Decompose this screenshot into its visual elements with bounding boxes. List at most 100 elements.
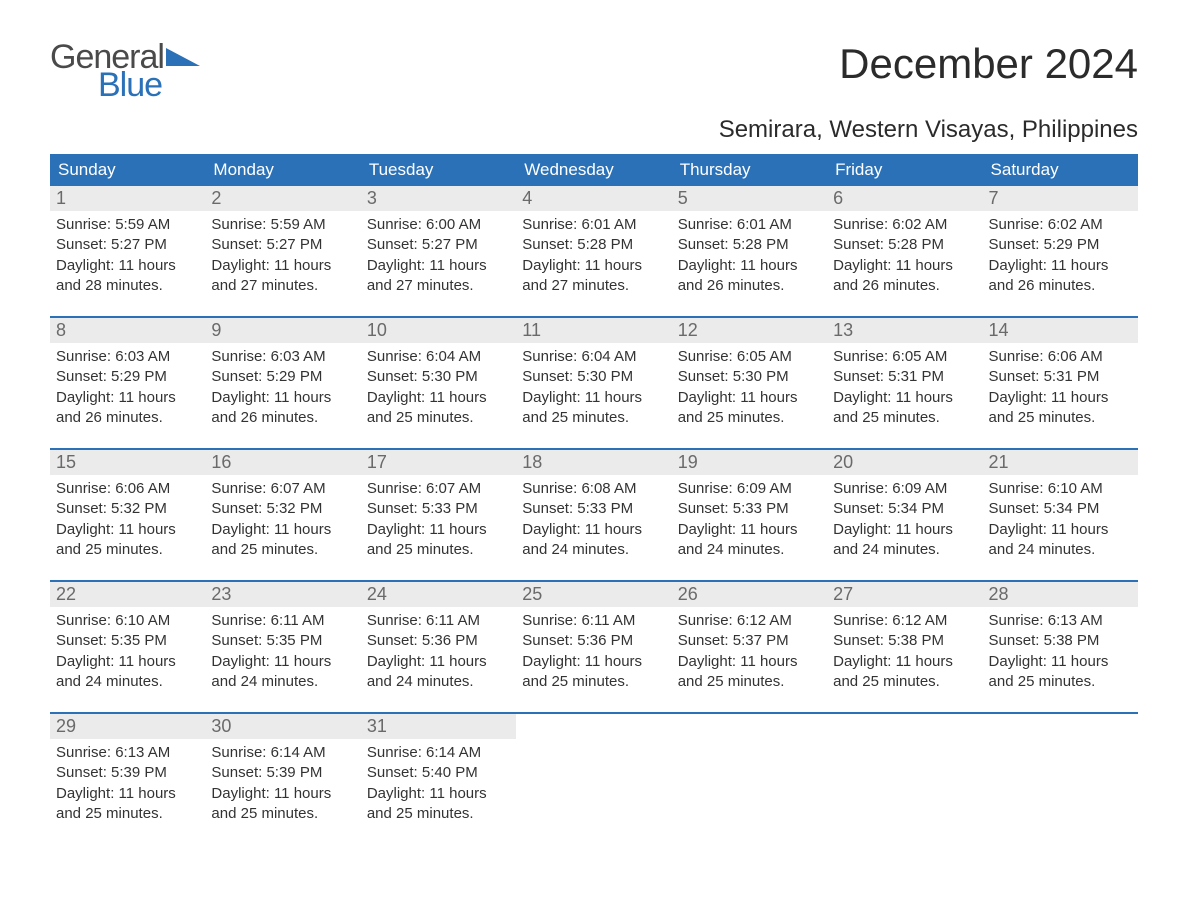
day-line: and 27 minutes. bbox=[522, 276, 665, 296]
day-line: Sunset: 5:35 PM bbox=[211, 631, 354, 651]
calendar-day: 9Sunrise: 6:03 AMSunset: 5:29 PMDaylight… bbox=[205, 318, 360, 438]
calendar: Sunday Monday Tuesday Wednesday Thursday… bbox=[50, 154, 1138, 834]
day-line: Sunrise: 6:04 AM bbox=[367, 347, 510, 367]
day-line: and 25 minutes. bbox=[678, 672, 821, 692]
day-line: Sunrise: 6:01 AM bbox=[678, 215, 821, 235]
day-line: Daylight: 11 hours bbox=[367, 652, 510, 672]
day-line: Daylight: 11 hours bbox=[211, 652, 354, 672]
day-number: 14 bbox=[983, 318, 1138, 343]
calendar-day: 22Sunrise: 6:10 AMSunset: 5:35 PMDayligh… bbox=[50, 582, 205, 702]
day-line: and 26 minutes. bbox=[833, 276, 976, 296]
calendar-day bbox=[827, 714, 982, 834]
day-number: 30 bbox=[205, 714, 360, 739]
day-line: Sunset: 5:33 PM bbox=[522, 499, 665, 519]
day-line: Daylight: 11 hours bbox=[833, 256, 976, 276]
calendar-day: 2Sunrise: 5:59 AMSunset: 5:27 PMDaylight… bbox=[205, 186, 360, 306]
day-number: 3 bbox=[361, 186, 516, 211]
day-line: Sunrise: 6:10 AM bbox=[989, 479, 1132, 499]
day-line: Daylight: 11 hours bbox=[678, 652, 821, 672]
day-number: 28 bbox=[983, 582, 1138, 607]
calendar-day: 11Sunrise: 6:04 AMSunset: 5:30 PMDayligh… bbox=[516, 318, 671, 438]
day-line: Sunrise: 6:13 AM bbox=[56, 743, 199, 763]
day-number: 16 bbox=[205, 450, 360, 475]
calendar-week: 8Sunrise: 6:03 AMSunset: 5:29 PMDaylight… bbox=[50, 316, 1138, 438]
day-line: Sunset: 5:35 PM bbox=[56, 631, 199, 651]
calendar-day: 14Sunrise: 6:06 AMSunset: 5:31 PMDayligh… bbox=[983, 318, 1138, 438]
calendar-day: 26Sunrise: 6:12 AMSunset: 5:37 PMDayligh… bbox=[672, 582, 827, 702]
day-line: Sunset: 5:34 PM bbox=[833, 499, 976, 519]
day-line: and 24 minutes. bbox=[522, 540, 665, 560]
day-line: Sunrise: 6:10 AM bbox=[56, 611, 199, 631]
day-line: Sunset: 5:32 PM bbox=[211, 499, 354, 519]
day-number: 1 bbox=[50, 186, 205, 211]
day-line: Sunrise: 6:09 AM bbox=[678, 479, 821, 499]
calendar-day: 13Sunrise: 6:05 AMSunset: 5:31 PMDayligh… bbox=[827, 318, 982, 438]
day-body: Sunrise: 6:12 AMSunset: 5:38 PMDaylight:… bbox=[827, 607, 982, 696]
day-body: Sunrise: 6:08 AMSunset: 5:33 PMDaylight:… bbox=[516, 475, 671, 564]
day-body: Sunrise: 6:05 AMSunset: 5:30 PMDaylight:… bbox=[672, 343, 827, 432]
day-line: Sunrise: 6:11 AM bbox=[367, 611, 510, 631]
day-line: Sunrise: 6:06 AM bbox=[989, 347, 1132, 367]
calendar-day: 8Sunrise: 6:03 AMSunset: 5:29 PMDaylight… bbox=[50, 318, 205, 438]
day-body: Sunrise: 6:13 AMSunset: 5:38 PMDaylight:… bbox=[983, 607, 1138, 696]
day-line: Sunset: 5:36 PM bbox=[367, 631, 510, 651]
day-number: 7 bbox=[983, 186, 1138, 211]
day-line: Daylight: 11 hours bbox=[367, 520, 510, 540]
day-body: Sunrise: 5:59 AMSunset: 5:27 PMDaylight:… bbox=[50, 211, 205, 300]
calendar-day: 25Sunrise: 6:11 AMSunset: 5:36 PMDayligh… bbox=[516, 582, 671, 702]
calendar-day: 24 Sunrise: 6:11 AMSunset: 5:36 PMDayligh… bbox=[361, 582, 516, 702]
day-header-row: Sunday Monday Tuesday Wednesday Thursday… bbox=[50, 154, 1138, 186]
day-line: Sunrise: 6:03 AM bbox=[56, 347, 199, 367]
day-line: Daylight: 11 hours bbox=[678, 520, 821, 540]
day-line: Daylight: 11 hours bbox=[678, 256, 821, 276]
day-line: Daylight: 11 hours bbox=[522, 652, 665, 672]
day-line: Daylight: 11 hours bbox=[833, 388, 976, 408]
day-line: and 25 minutes. bbox=[678, 408, 821, 428]
day-body: Sunrise: 6:07 AMSunset: 5:33 PMDaylight:… bbox=[361, 475, 516, 564]
day-body: Sunrise: 6:06 AMSunset: 5:31 PMDaylight:… bbox=[983, 343, 1138, 432]
day-line: Sunset: 5:27 PM bbox=[56, 235, 199, 255]
day-line: Sunset: 5:28 PM bbox=[522, 235, 665, 255]
day-line: Sunrise: 6:11 AM bbox=[211, 611, 354, 631]
day-line: Sunset: 5:31 PM bbox=[833, 367, 976, 387]
day-number: 29 bbox=[50, 714, 205, 739]
day-body: Sunrise: 6:11 AMSunset: 5:36 PMDaylight:… bbox=[516, 607, 671, 696]
calendar-week: 29Sunrise: 6:13 AMSunset: 5:39 PMDayligh… bbox=[50, 712, 1138, 834]
day-line: Sunset: 5:36 PM bbox=[522, 631, 665, 651]
day-line: Daylight: 11 hours bbox=[56, 520, 199, 540]
day-number: 24 bbox=[361, 582, 516, 607]
day-line: Sunset: 5:29 PM bbox=[56, 367, 199, 387]
day-line: Daylight: 11 hours bbox=[56, 256, 199, 276]
day-line: Sunrise: 6:00 AM bbox=[367, 215, 510, 235]
day-line: Sunset: 5:28 PM bbox=[678, 235, 821, 255]
day-body: Sunrise: 6:11 AMSunset: 5:35 PMDaylight:… bbox=[205, 607, 360, 696]
day-line: and 25 minutes. bbox=[367, 804, 510, 824]
day-line: and 24 minutes. bbox=[833, 540, 976, 560]
day-header: Monday bbox=[205, 154, 360, 186]
day-header: Saturday bbox=[983, 154, 1138, 186]
day-line: Sunset: 5:29 PM bbox=[211, 367, 354, 387]
calendar-day: 21Sunrise: 6:10 AMSunset: 5:34 PMDayligh… bbox=[983, 450, 1138, 570]
calendar-day: 12Sunrise: 6:05 AMSunset: 5:30 PMDayligh… bbox=[672, 318, 827, 438]
day-line: Daylight: 11 hours bbox=[367, 256, 510, 276]
day-header: Wednesday bbox=[516, 154, 671, 186]
day-line: Sunrise: 6:05 AM bbox=[678, 347, 821, 367]
calendar-day: 31Sunrise: 6:14 AMSunset: 5:40 PMDayligh… bbox=[361, 714, 516, 834]
day-line: and 25 minutes. bbox=[833, 408, 976, 428]
calendar-day: 6Sunrise: 6:02 AMSunset: 5:28 PMDaylight… bbox=[827, 186, 982, 306]
day-number: 27 bbox=[827, 582, 982, 607]
day-line: and 24 minutes. bbox=[678, 540, 821, 560]
day-line: Sunset: 5:34 PM bbox=[989, 499, 1132, 519]
day-line: Sunset: 5:33 PM bbox=[367, 499, 510, 519]
calendar-day: 5Sunrise: 6:01 AMSunset: 5:28 PMDaylight… bbox=[672, 186, 827, 306]
day-line: Daylight: 11 hours bbox=[211, 784, 354, 804]
day-line: and 24 minutes. bbox=[56, 672, 199, 692]
day-line: and 25 minutes. bbox=[211, 540, 354, 560]
day-line: Sunrise: 6:14 AM bbox=[367, 743, 510, 763]
day-body: Sunrise: 6:10 AMSunset: 5:35 PMDaylight:… bbox=[50, 607, 205, 696]
day-line: and 25 minutes. bbox=[367, 540, 510, 560]
day-body: Sunrise: 6:09 AMSunset: 5:34 PMDaylight:… bbox=[827, 475, 982, 564]
day-number: 13 bbox=[827, 318, 982, 343]
calendar-day: 28Sunrise: 6:13 AMSunset: 5:38 PMDayligh… bbox=[983, 582, 1138, 702]
day-line: and 24 minutes. bbox=[211, 672, 354, 692]
